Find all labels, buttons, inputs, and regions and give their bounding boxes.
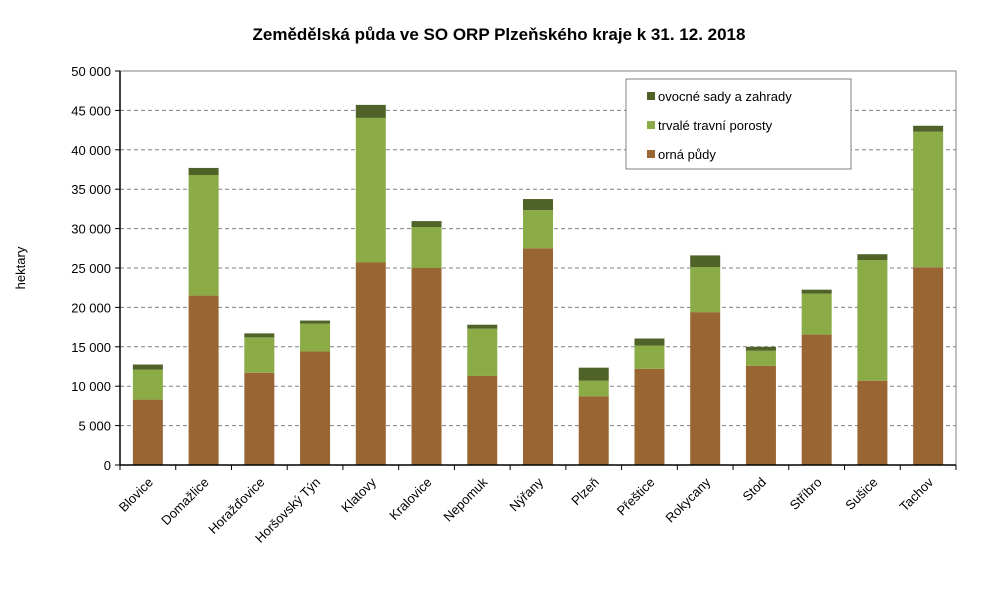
y-tick-label: 0	[104, 458, 111, 473]
bar-segment	[244, 333, 275, 338]
y-tick-label: 50 000	[71, 64, 111, 79]
x-tick-label: Stříbro	[787, 475, 825, 513]
bar-segment	[578, 396, 609, 465]
x-tick-label: Přeštice	[614, 475, 658, 519]
bar-segment	[411, 221, 442, 228]
x-tick-label: Klatovy	[338, 474, 379, 515]
x-tick-label: Rokycany	[662, 474, 713, 525]
chart-title: Zemědělská půda ve SO ORP Plzeňského kra…	[253, 25, 746, 44]
y-axis-label: hektary	[13, 246, 28, 289]
y-tick-label: 45 000	[71, 103, 111, 118]
bar-segment	[467, 375, 498, 465]
y-tick-label: 30 000	[71, 222, 111, 237]
x-tick-label: Horažďovice	[205, 475, 267, 537]
bar-segment	[745, 350, 776, 366]
y-tick-label: 25 000	[71, 261, 111, 276]
bar-segment	[467, 324, 498, 329]
bar-segment	[132, 399, 163, 465]
bar-segment	[132, 369, 163, 400]
bar-segment	[467, 328, 498, 376]
bar-segment	[634, 345, 665, 369]
bar-segment	[578, 367, 609, 381]
bar-segment	[188, 175, 219, 296]
bar-segment	[913, 125, 944, 132]
bar-segment	[300, 323, 331, 352]
x-tick-label: Sušice	[842, 475, 880, 513]
bar-segment	[355, 104, 386, 118]
y-tick-label: 15 000	[71, 340, 111, 355]
bar-segment	[355, 117, 386, 263]
legend-swatch	[647, 92, 655, 100]
bar-segment	[244, 372, 275, 465]
bar-segment	[244, 337, 275, 373]
x-tick-label: Nýřany	[506, 474, 546, 514]
x-tick-label: Domažlice	[158, 475, 212, 529]
bar-segment	[300, 351, 331, 465]
x-tick-label: Plzeň	[568, 475, 602, 509]
bar-segment	[857, 254, 888, 261]
bar-segment	[578, 380, 609, 397]
y-tick-label: 40 000	[71, 143, 111, 158]
bar-segment	[857, 380, 888, 465]
bar-segment	[523, 248, 553, 465]
bar-segment	[745, 346, 776, 351]
legend-swatch	[647, 121, 655, 129]
legend-label: trvalé travní porosty	[658, 118, 773, 133]
legend-box	[625, 78, 852, 170]
bar-segment	[634, 338, 665, 346]
bar-segment	[188, 167, 219, 176]
x-tick-label: Tachov	[897, 474, 937, 514]
bar-segment	[690, 267, 721, 313]
bar-segment	[690, 255, 721, 268]
y-tick-label: 5 000	[78, 419, 111, 434]
bar-segment	[411, 227, 442, 268]
bar-segment	[188, 295, 219, 465]
bar-segment	[857, 260, 888, 381]
bar-segment	[355, 262, 386, 465]
bar-segment	[801, 293, 832, 335]
bar-segment	[411, 268, 442, 465]
x-tick-label: Kralovice	[386, 475, 434, 523]
bar-segment	[523, 199, 553, 211]
bar-segment	[913, 131, 944, 268]
bar-segment	[801, 289, 832, 294]
bar-segment	[745, 365, 776, 465]
bar-segment	[913, 267, 944, 465]
legend-label: orná půdy	[658, 147, 716, 162]
bar-segment	[523, 210, 553, 249]
bar-segment	[690, 312, 721, 465]
legend-swatch	[647, 150, 655, 158]
legend-label: ovocné sady a zahrady	[658, 89, 792, 104]
bar-segment	[634, 368, 665, 465]
x-tick-label: Blovice	[116, 475, 156, 515]
bar-segment	[300, 320, 331, 324]
y-tick-label: 10 000	[71, 379, 111, 394]
x-tick-label: Nepomuk	[440, 474, 490, 524]
y-tick-label: 20 000	[71, 300, 111, 315]
bar-segment	[801, 334, 832, 465]
x-tick-label: Stod	[740, 475, 770, 505]
y-tick-label: 35 000	[71, 182, 111, 197]
bar-segment	[132, 364, 163, 370]
